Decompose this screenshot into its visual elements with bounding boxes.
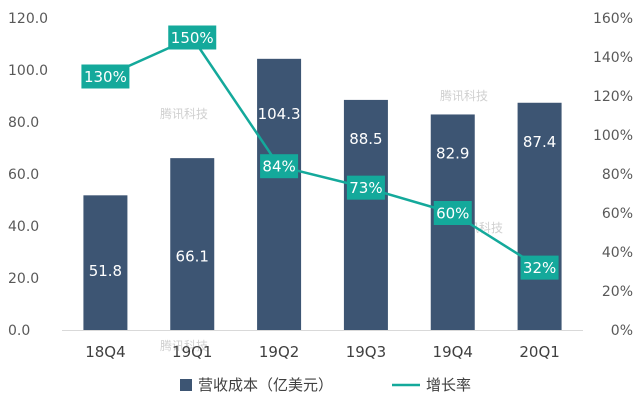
line-label-box bbox=[81, 64, 130, 89]
bar bbox=[517, 102, 562, 330]
x-tick-label: 19Q1 bbox=[172, 343, 212, 361]
y-right-tick-label: 20% bbox=[602, 284, 633, 300]
y-left-tick-label: 120.0 bbox=[8, 11, 48, 27]
bar-value-label: 82.9 bbox=[436, 144, 469, 162]
bar-value-label: 66.1 bbox=[176, 247, 209, 265]
line-value-label: 32% bbox=[523, 259, 556, 277]
bar bbox=[343, 99, 388, 331]
bar-value-label: 88.5 bbox=[349, 130, 382, 148]
bar bbox=[83, 195, 128, 330]
line-value-label: 73% bbox=[349, 179, 382, 197]
line-value-label: 60% bbox=[436, 205, 469, 223]
line-label-box bbox=[520, 255, 559, 280]
y-right-tick-label: 80% bbox=[602, 167, 633, 183]
y-right-tick-label: 120% bbox=[593, 89, 633, 105]
y-right-tick-label: 0% bbox=[611, 323, 633, 339]
x-tick-label: 20Q1 bbox=[519, 343, 559, 361]
bar-value-label: 87.4 bbox=[523, 133, 556, 151]
watermark-text: 腾讯科技 bbox=[160, 106, 208, 121]
y-right-tick-label: 40% bbox=[602, 245, 633, 261]
x-tick-label: 19Q3 bbox=[346, 343, 386, 361]
y-left-tick-label: 20.0 bbox=[8, 271, 39, 287]
legend-bar-swatch bbox=[180, 379, 192, 391]
bar-value-label: 51.8 bbox=[89, 262, 122, 280]
y-left-tick-label: 40.0 bbox=[8, 219, 39, 235]
line-value-label: 84% bbox=[262, 158, 295, 176]
x-tick-label: 18Q4 bbox=[85, 343, 125, 361]
bar bbox=[257, 58, 302, 330]
y-right-tick-label: 160% bbox=[593, 11, 633, 27]
line-label-box bbox=[168, 25, 217, 50]
y-left-tick-label: 100.0 bbox=[8, 63, 48, 79]
y-right-tick-label: 60% bbox=[602, 206, 633, 222]
x-tick-label: 19Q4 bbox=[433, 343, 473, 361]
y-right-tick-label: 100% bbox=[593, 128, 633, 144]
watermark-text: 腾讯科技 bbox=[440, 88, 488, 103]
legend-bar-label: 营收成本（亿美元） bbox=[198, 376, 333, 394]
line-value-label: 130% bbox=[84, 68, 127, 86]
legend-line-label: 增长率 bbox=[426, 376, 471, 394]
watermark-text: 腾讯科技 bbox=[160, 338, 208, 353]
line-value-label: 150% bbox=[171, 29, 214, 47]
bar-value-label: 104.3 bbox=[258, 105, 301, 123]
bar bbox=[170, 158, 215, 330]
y-left-tick-label: 0.0 bbox=[8, 323, 30, 339]
line-label-box bbox=[433, 201, 472, 225]
x-tick-label: 19Q2 bbox=[259, 343, 299, 361]
y-right-tick-label: 140% bbox=[593, 50, 633, 66]
y-left-tick-label: 60.0 bbox=[8, 167, 39, 183]
line-label-box bbox=[346, 175, 385, 200]
line-label-box bbox=[260, 154, 299, 179]
y-left-tick-label: 80.0 bbox=[8, 115, 39, 131]
